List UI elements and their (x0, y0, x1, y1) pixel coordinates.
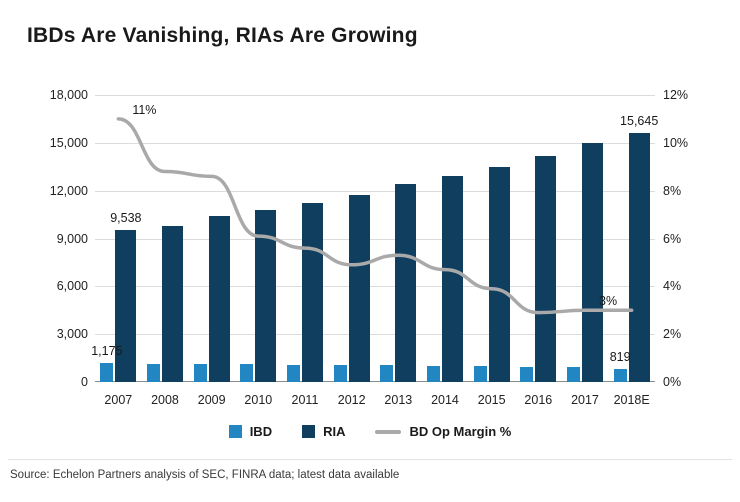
x-tick-2010: 2010 (244, 393, 273, 407)
gridline (95, 238, 655, 240)
y-left-tick: 12,000 (49, 183, 88, 198)
y-right-tick: 10% (663, 135, 689, 150)
y-right-tick: 8% (663, 183, 682, 198)
ibd-bar-2013 (380, 365, 394, 382)
annotation-819: 819 (609, 349, 631, 364)
ria-bar-2012 (348, 195, 370, 382)
y-left-tick: 0 (81, 375, 88, 389)
x-tick-2014: 2014 (431, 393, 459, 407)
ria-bar-2014 (442, 176, 463, 382)
x-tick-2013: 2013 (384, 393, 413, 407)
source-note: Source: Echelon Partners analysis of SEC… (10, 469, 400, 481)
ibd-bar-2011 (287, 364, 300, 382)
gridline (95, 95, 655, 96)
ibd-bar-2007 (100, 363, 114, 382)
gridline (95, 286, 655, 288)
footer-divider (8, 459, 732, 460)
ibd-swatch (228, 425, 242, 438)
ria-bar-2008 (162, 225, 183, 382)
gridline (95, 190, 655, 192)
bd-op-margin-line (116, 117, 634, 315)
x-tick-2011: 2011 (291, 393, 319, 407)
x-tick-2016: 2016 (524, 393, 553, 407)
legend-label-margin: BD Op Margin % (409, 424, 512, 439)
ria-bar-2007 (115, 229, 137, 382)
ria-swatch (302, 425, 316, 438)
legend-label-ria: RIA (323, 424, 346, 439)
y-left-tick: 3,000 (56, 327, 88, 342)
chart-title: IBDs Are Vanishing, RIAs Are Growing (27, 24, 418, 47)
legend: IBD RIA BD Op Margin % (0, 424, 740, 439)
ibd-bar-2009 (193, 363, 207, 382)
ria-bar-2015 (488, 166, 510, 382)
x-tick-2012: 2012 (337, 393, 366, 407)
ibd-bar-2018E (613, 368, 627, 382)
margin-line-swatch (375, 429, 402, 434)
ibd-bar-2010 (240, 364, 254, 382)
y-right-tick: 12% (663, 88, 689, 102)
legend-item-margin: BD Op Margin % (375, 424, 511, 439)
y-left-tick: 18,000 (49, 88, 88, 102)
ria-bar-2013 (395, 184, 417, 382)
ibd-bar-2012 (333, 365, 347, 382)
y-left-tick: 15,000 (49, 135, 88, 150)
ibd-bar-2017 (567, 367, 580, 382)
y-right-tick: 0% (663, 375, 682, 389)
plot-area (95, 95, 655, 382)
ria-bar-2009 (208, 216, 230, 382)
ibd-bar-2014 (427, 365, 440, 382)
y-right-tick: 2% (663, 327, 682, 342)
ria-bar-2018E (628, 132, 650, 382)
annotation-1,175: 1,175 (91, 344, 123, 359)
annotation-9,538: 9,538 (110, 210, 142, 225)
legend-label-ibd: IBD (249, 424, 273, 439)
ria-bar-2010 (255, 209, 277, 382)
annotation-3%: 3% (599, 294, 618, 309)
x-axis-line (95, 381, 655, 382)
x-tick-2008: 2008 (151, 393, 179, 407)
x-tick-2018E: 2018E (613, 393, 650, 407)
annotation-15,645: 15,645 (620, 113, 659, 128)
legend-item-ria: RIA (302, 424, 345, 439)
ibd-bar-2016 (520, 366, 534, 382)
gridline (95, 334, 655, 336)
gridline (95, 142, 655, 144)
legend-item-ibd: IBD (228, 424, 273, 439)
annotation-11%: 11% (132, 102, 157, 117)
y-right-tick: 4% (663, 279, 682, 294)
ria-bar-2016 (535, 155, 557, 382)
y-left-tick: 9,000 (56, 231, 88, 246)
ibd-bar-2015 (473, 366, 487, 382)
x-tick-2009: 2009 (197, 393, 226, 407)
x-tick-2007: 2007 (104, 393, 133, 407)
x-tick-2015: 2015 (477, 393, 506, 407)
ibd-bar-2008 (147, 363, 160, 382)
x-tick-2017: 2017 (571, 393, 599, 407)
ria-bar-2017 (582, 142, 603, 382)
y-right-tick: 6% (663, 231, 682, 246)
y-left-tick: 6,000 (56, 279, 88, 294)
